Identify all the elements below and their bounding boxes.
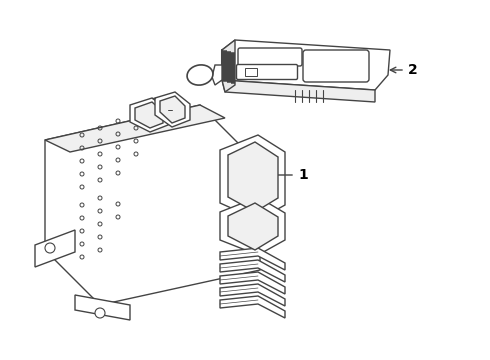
- Polygon shape: [220, 135, 285, 220]
- Polygon shape: [212, 65, 222, 85]
- Polygon shape: [160, 96, 185, 123]
- Polygon shape: [220, 197, 285, 255]
- Polygon shape: [222, 40, 390, 90]
- Polygon shape: [220, 272, 285, 294]
- Circle shape: [95, 308, 105, 318]
- Text: 1: 1: [298, 168, 308, 182]
- Polygon shape: [222, 80, 375, 102]
- Polygon shape: [228, 142, 278, 212]
- Polygon shape: [135, 102, 163, 128]
- Polygon shape: [220, 260, 285, 282]
- Ellipse shape: [187, 65, 213, 85]
- Polygon shape: [220, 296, 285, 318]
- Circle shape: [45, 243, 55, 253]
- Polygon shape: [130, 98, 168, 132]
- FancyBboxPatch shape: [303, 50, 369, 82]
- Polygon shape: [155, 92, 190, 127]
- Polygon shape: [228, 203, 278, 250]
- FancyBboxPatch shape: [238, 48, 302, 66]
- Polygon shape: [220, 248, 285, 270]
- Polygon shape: [220, 284, 285, 306]
- Bar: [245, 68, 257, 76]
- Polygon shape: [75, 295, 130, 320]
- Polygon shape: [45, 105, 225, 152]
- Polygon shape: [45, 105, 260, 305]
- Text: 2: 2: [408, 63, 418, 77]
- FancyBboxPatch shape: [237, 64, 297, 80]
- Polygon shape: [222, 40, 235, 92]
- Polygon shape: [35, 230, 75, 267]
